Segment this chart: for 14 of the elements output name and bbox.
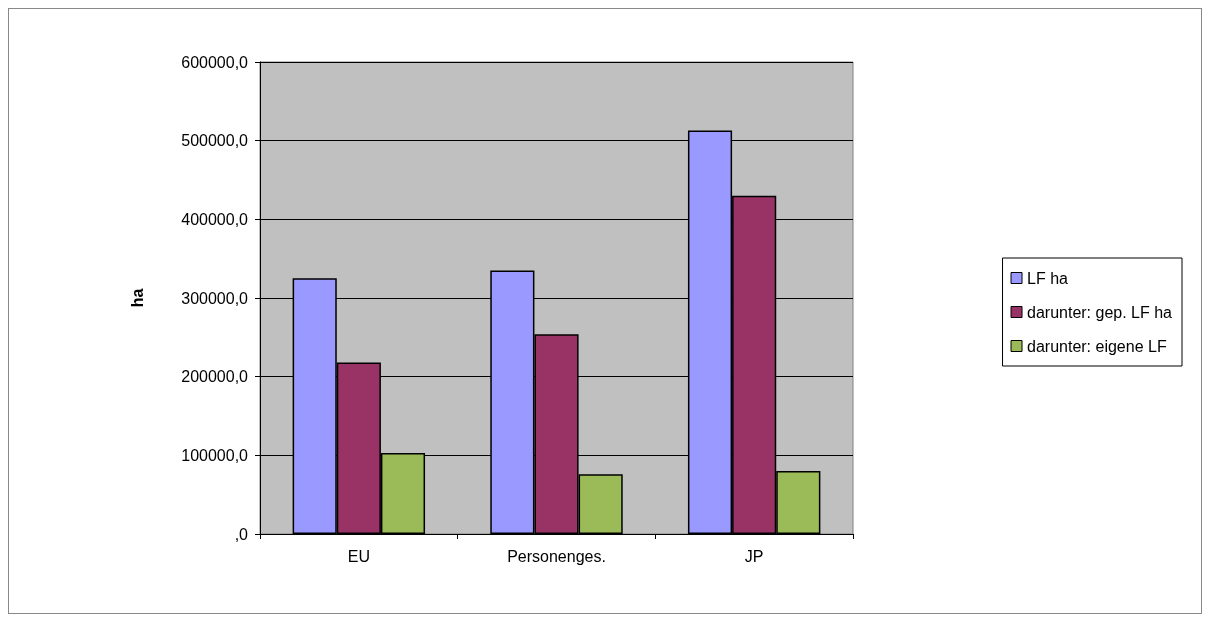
y-tick-label: 500000,0 bbox=[181, 132, 249, 150]
y-tick-label: 100000,0 bbox=[181, 446, 249, 464]
x-tick-label: Personenges. bbox=[507, 547, 606, 565]
legend-label: darunter: eigene LF bbox=[1027, 337, 1167, 355]
y-tick-label: 300000,0 bbox=[181, 289, 249, 307]
x-tick-label: EU bbox=[347, 547, 370, 565]
legend-label: darunter: gep. LF ha bbox=[1027, 303, 1173, 321]
y-tick-label: 200000,0 bbox=[181, 368, 249, 386]
x-tick-label: JP bbox=[744, 547, 764, 565]
y-tick-label: ,0 bbox=[234, 525, 249, 543]
y-tick-label: 400000,0 bbox=[181, 210, 249, 228]
y-tick-label: 600000,0 bbox=[181, 53, 249, 71]
legend-label: LF ha bbox=[1027, 269, 1069, 287]
y-axis-title: ha bbox=[128, 288, 146, 308]
